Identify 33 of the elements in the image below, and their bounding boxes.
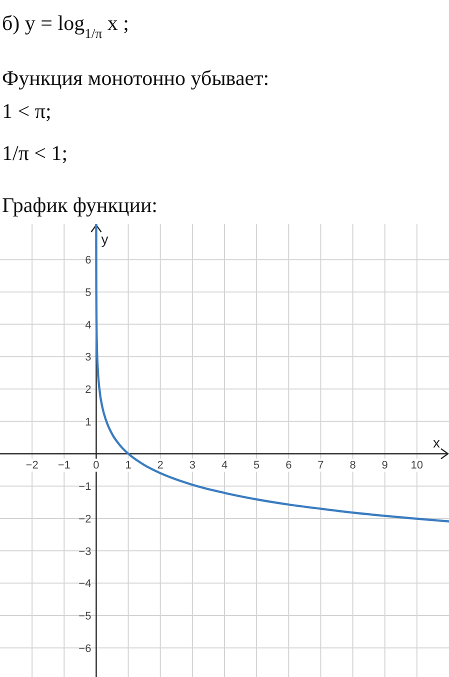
x-tick-label: 2	[157, 460, 164, 472]
y-tick-label: −4	[78, 578, 92, 590]
y-tick-label: −2	[78, 513, 92, 526]
x-tick-label: 4	[221, 460, 228, 472]
y-tick-label: −6	[78, 642, 92, 655]
x-tick-label: 5	[254, 460, 260, 472]
text: Функция монотонно убывает:	[2, 66, 270, 90]
y-tick-label: 4	[85, 319, 92, 332]
x-tick-label: 8	[350, 460, 356, 472]
x-tick-label: −1	[58, 460, 70, 472]
x-tick-label: 3	[189, 460, 196, 472]
text: График функции:	[2, 193, 158, 217]
x-tick-label: 1	[125, 460, 132, 472]
x-tick-label: 6	[286, 460, 292, 472]
x-tick-label: 9	[382, 460, 388, 472]
y-tick-label: 1	[85, 416, 92, 428]
y-tick-label: 2	[85, 384, 92, 396]
y-tick-label: −1	[78, 481, 92, 494]
y-tick-label: 3	[85, 352, 92, 364]
y-tick-label: −5	[78, 610, 92, 623]
y-axis-title: y	[101, 231, 108, 247]
y-tick-label: 5	[85, 286, 92, 299]
line-series	[95, 224, 449, 522]
y-tick-label: −3	[78, 546, 92, 558]
text: 1 < π;	[2, 99, 52, 123]
text: 1/π < 1;	[2, 141, 68, 165]
y-tick-label: 6	[85, 254, 92, 267]
chart-title: б) y = log$_{1/π}$ x ;	[2, 11, 129, 40]
x-tick-label: 7	[318, 460, 324, 472]
x-axis-title: x	[433, 434, 440, 451]
x-tick-label: 10	[410, 460, 424, 472]
x-tick-label: 0	[93, 460, 100, 472]
x-tick-label: −2	[26, 460, 38, 472]
